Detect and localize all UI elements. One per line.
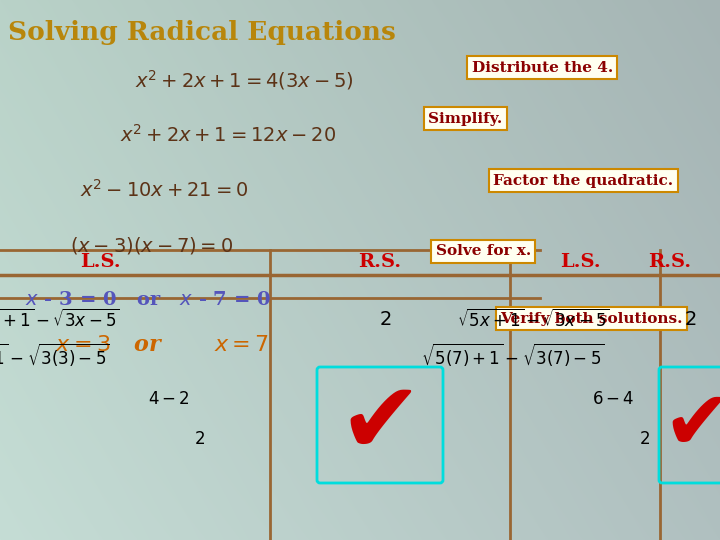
Text: $x^2 + 2x + 1 = 4(3x - 5)$: $x^2 + 2x + 1 = 4(3x - 5)$ <box>135 68 354 92</box>
Text: $2$: $2$ <box>379 311 391 329</box>
Text: Solve for x.: Solve for x. <box>436 244 531 258</box>
Text: $\sqrt{5(3)+1} - \sqrt{3(3)-5}$: $\sqrt{5(3)+1} - \sqrt{3(3)-5}$ <box>0 341 110 368</box>
Text: $2$: $2$ <box>194 431 205 449</box>
Text: $x^2 - 10x + 21 = 0$: $x^2 - 10x + 21 = 0$ <box>80 179 248 201</box>
Text: $x$ - 3 = 0   or   $x$ - 7 = 0: $x$ - 3 = 0 or $x$ - 7 = 0 <box>25 291 271 309</box>
Text: $x^2 + 2x + 1 = 12x - 20$: $x^2 + 2x + 1 = 12x - 20$ <box>120 124 336 146</box>
Text: Simplify.: Simplify. <box>428 112 503 126</box>
Text: ✔: ✔ <box>662 384 720 465</box>
Text: $2$: $2$ <box>639 431 650 449</box>
Text: L.S.: L.S. <box>559 253 600 271</box>
Text: $\sqrt{5x+1} - \sqrt{3x-5}$: $\sqrt{5x+1} - \sqrt{3x-5}$ <box>0 309 120 331</box>
Text: $\sqrt{5(7)+1} - \sqrt{3(7)-5}$: $\sqrt{5(7)+1} - \sqrt{3(7)-5}$ <box>421 341 605 368</box>
Text: $\sqrt{5x+1} - \sqrt{3x-5}$: $\sqrt{5x+1} - \sqrt{3x-5}$ <box>457 309 610 331</box>
Text: $x = 3$   or       $x = 7$: $x = 3$ or $x = 7$ <box>55 334 269 356</box>
Text: Factor the quadratic.: Factor the quadratic. <box>493 174 673 188</box>
Text: R.S.: R.S. <box>649 253 692 271</box>
Text: ✔: ✔ <box>338 376 422 474</box>
Text: $4 - 2$: $4 - 2$ <box>148 392 190 408</box>
Text: L.S.: L.S. <box>80 253 120 271</box>
Text: R.S.: R.S. <box>359 253 402 271</box>
Text: $(x - 3)(x - 7) = 0$: $(x - 3)(x - 7) = 0$ <box>70 234 233 255</box>
Text: Verify both solutions.: Verify both solutions. <box>500 312 683 326</box>
Text: Solving Radical Equations: Solving Radical Equations <box>8 20 396 45</box>
Text: $6 - 4$: $6 - 4$ <box>593 392 635 408</box>
Text: Distribute the 4.: Distribute the 4. <box>472 60 613 75</box>
Text: $2$: $2$ <box>684 311 696 329</box>
